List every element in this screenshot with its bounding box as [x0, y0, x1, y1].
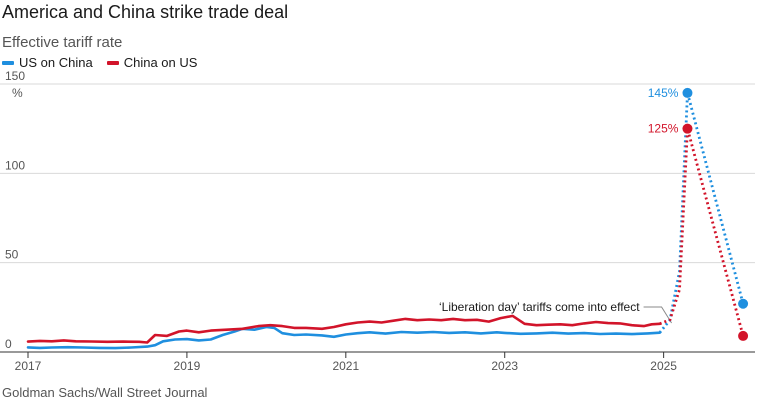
- data-point-us-on-china-1: [738, 298, 749, 309]
- legend-label-china-on-us: China on US: [123, 55, 198, 70]
- data-point-china-on-us-1: [738, 330, 749, 341]
- y-tick-label-150: 150: [5, 69, 25, 83]
- chart-title: America and China strike trade deal: [2, 2, 289, 22]
- data-point-china-on-us-0: [682, 123, 693, 134]
- x-tick-label-2019: 2019: [174, 359, 201, 373]
- series-line-us-on-china: [26, 325, 662, 350]
- x-tick-label-2021: 2021: [332, 359, 359, 373]
- y-tick-label-50: 50: [5, 248, 19, 262]
- legend-swatch-china-on-us: [106, 60, 119, 65]
- data-point-us-on-china-0: [682, 87, 693, 98]
- source-note: Goldman Sachs/Wall Street Journal: [2, 385, 208, 400]
- x-tick-label-2017: 2017: [15, 359, 42, 373]
- x-tick-label-2025: 2025: [650, 359, 677, 373]
- x-tick-label-2023: 2023: [491, 359, 518, 373]
- legend: US on China China on US: [2, 55, 197, 70]
- series-projection-china-on-us: [659, 127, 745, 337]
- y-tick-label-100: 100: [5, 158, 25, 172]
- y-unit-label: %: [12, 86, 23, 100]
- legend-swatch-us-on-china: [2, 60, 14, 65]
- legend-item-us-on-china: US on China: [2, 55, 93, 70]
- data-label-china-on-us-0: 125%: [648, 122, 679, 136]
- legend-label-us-on-china: US on China: [19, 55, 93, 70]
- annotation-liberation-day: ‘Liberation day’ tariffs come into effec…: [439, 300, 640, 314]
- series-line-china-on-us: [26, 314, 662, 344]
- annotation-leader-line: [643, 306, 672, 324]
- legend-item-china-on-us: China on US: [106, 55, 198, 70]
- chart-subtitle: Effective tariff rate: [2, 34, 123, 51]
- data-label-us-on-china-0: 145%: [648, 86, 679, 100]
- y-tick-label-0: 0: [5, 337, 12, 351]
